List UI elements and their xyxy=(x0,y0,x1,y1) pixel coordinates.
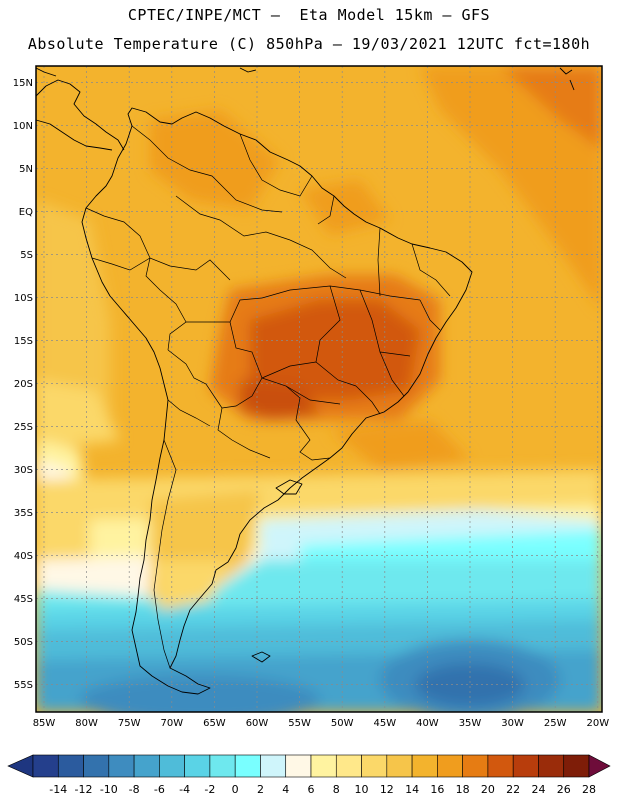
colorbar-label: 16 xyxy=(430,783,444,796)
colorbar-label: 14 xyxy=(405,783,419,796)
colorbar-swatch xyxy=(159,754,185,778)
colorbar-swatch xyxy=(260,754,287,778)
colorbar-swatch xyxy=(209,754,236,778)
colorbar-label: -2 xyxy=(204,783,215,796)
colorbar-label: -8 xyxy=(129,783,140,796)
colorbar-swatch xyxy=(462,754,489,778)
lon-label: 50W xyxy=(331,718,354,729)
temperature-field xyxy=(36,66,602,712)
colorbar-label: 0 xyxy=(232,783,239,796)
lon-label: 75W xyxy=(118,718,141,729)
lon-label: 25W xyxy=(544,718,567,729)
colorbar-label: 6 xyxy=(308,783,315,796)
lat-label: 10S xyxy=(14,293,33,304)
colorbar-label: 2 xyxy=(257,783,264,796)
colorbar-swatch xyxy=(57,754,84,778)
lon-label: 65W xyxy=(203,718,226,729)
colorbar-swatch xyxy=(386,754,413,778)
lat-label: 30S xyxy=(14,465,33,476)
colorbar-swatch xyxy=(108,754,135,778)
colorbar-label: 8 xyxy=(333,783,340,796)
lat-label: 50S xyxy=(14,637,33,648)
colorbar-swatch xyxy=(335,754,362,778)
lat-label: 35S xyxy=(14,508,33,519)
colorbar-label: 26 xyxy=(557,783,571,796)
colorbar-label: 18 xyxy=(456,783,470,796)
colorbar-swatch xyxy=(512,754,539,778)
colorbar-swatch xyxy=(285,754,312,778)
colorbar-swatch xyxy=(437,754,463,778)
lat-label: 45S xyxy=(14,594,33,605)
colorbar-label: 28 xyxy=(582,783,596,796)
colorbar-swatch xyxy=(487,754,514,778)
colorbar-swatch xyxy=(133,754,160,778)
latitude-labels: 15N 10N 5N EQ 5S 10S 15S 20S 25S 30S 35S 40S 45S 50S 5… xyxy=(13,78,33,691)
colorbar-swatch xyxy=(184,754,211,778)
lat-label: 15N xyxy=(13,78,33,89)
colorbar-swatch xyxy=(361,754,388,778)
colorbar-label: 20 xyxy=(481,783,495,796)
lat-label: 40S xyxy=(14,551,33,562)
lat-label: EQ xyxy=(19,207,33,218)
lat-label: 5S xyxy=(20,250,33,261)
lat-label: 5N xyxy=(19,164,33,175)
lat-lon-grid xyxy=(36,66,602,712)
colorbar-label: -4 xyxy=(179,783,190,796)
lon-label: 80W xyxy=(75,718,98,729)
colorbar-label: -6 xyxy=(154,783,165,796)
colorbar-label: 12 xyxy=(380,783,394,796)
longitude-labels: 85W 80W 75W 70W 65W 60W 55W 50W 45W 40W 35W 30W 25W 2… xyxy=(33,718,610,729)
colorbar-label: -12 xyxy=(75,783,93,796)
lon-label: 70W xyxy=(160,718,183,729)
lat-label: 25S xyxy=(14,422,33,433)
colorbar-swatch xyxy=(538,754,565,778)
colorbar-low-arrow xyxy=(7,754,34,778)
lon-label: 40W xyxy=(416,718,439,729)
title-line-1: CPTEC/INPE/MCT – Eta Model 15km – GFS xyxy=(127,6,491,24)
colorbar-label: 22 xyxy=(506,783,520,796)
lat-label: 55S xyxy=(14,680,33,691)
colorbar-label: -14 xyxy=(49,783,67,796)
colorbar-swatch xyxy=(411,754,438,778)
colorbar-label: 4 xyxy=(282,783,289,796)
colorbar-swatch xyxy=(234,754,261,778)
colorbar: -14 -12 -10 -8 -6 -4 -2 0 2 4 6 8 10 12 14 16 18 20 22 24 26… xyxy=(7,754,611,796)
lat-label: 15S xyxy=(14,336,33,347)
map-frame xyxy=(35,65,603,713)
colorbar-swatch xyxy=(310,754,337,778)
colorbar-swatch xyxy=(83,754,110,778)
lon-label: 35W xyxy=(459,718,482,729)
lon-label: 55W xyxy=(288,718,311,729)
colorbar-label: 10 xyxy=(355,783,369,796)
country-borders xyxy=(85,125,451,669)
colorbar-label: -10 xyxy=(100,783,118,796)
lon-label: 60W xyxy=(246,718,269,729)
colorbar-swatch xyxy=(32,754,59,778)
lat-label: 20S xyxy=(14,379,33,390)
lon-label: 45W xyxy=(373,718,396,729)
colorbar-swatch xyxy=(563,754,590,778)
lon-label: 20W xyxy=(586,718,609,729)
lat-label: 10N xyxy=(13,121,33,132)
coastline xyxy=(35,67,575,695)
lon-label: 30W xyxy=(501,718,524,729)
colorbar-high-arrow xyxy=(588,754,611,778)
title-line-2: Absolute Temperature (C) 850hPa – 19/03/… xyxy=(27,35,591,53)
lon-label: 85W xyxy=(33,718,56,729)
colorbar-label: 24 xyxy=(531,783,545,796)
